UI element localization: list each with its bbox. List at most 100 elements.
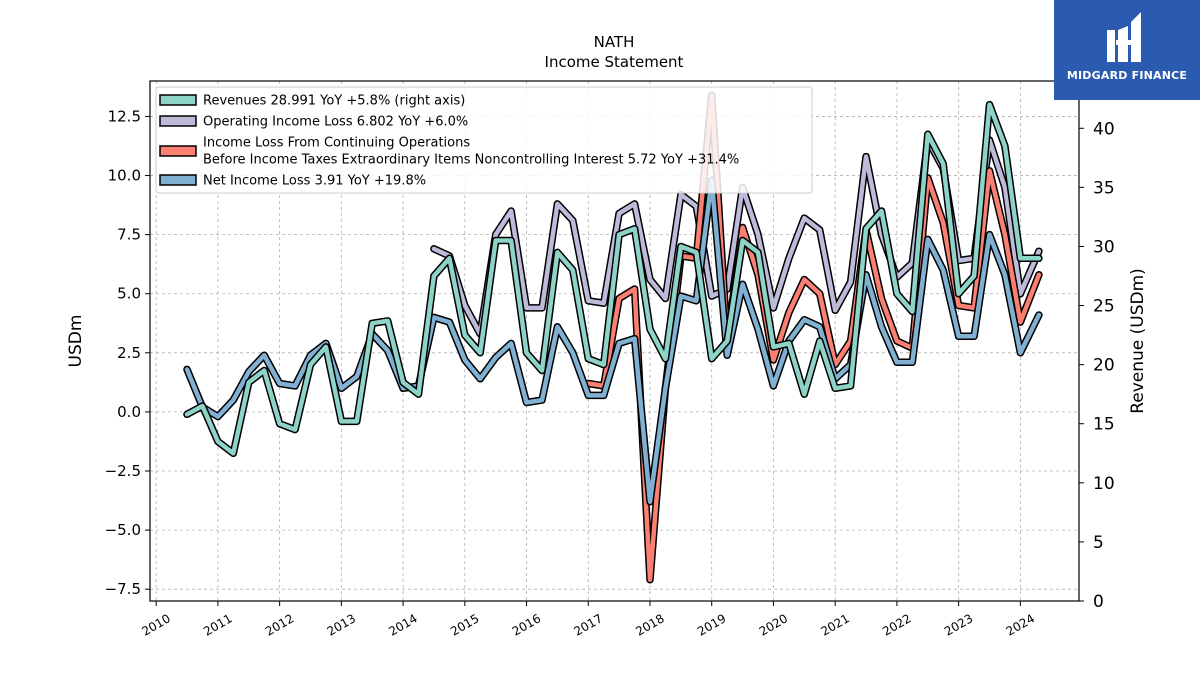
data-point: [618, 233, 620, 236]
legend-label: Revenues 28.991 YoY +5.8% (right axis): [203, 94, 465, 109]
data-point: [911, 262, 914, 264]
data-point: [572, 352, 574, 354]
data-point: [803, 393, 806, 396]
data-point: [587, 300, 590, 302]
data-point: [371, 322, 374, 325]
data-point: [957, 335, 960, 338]
data-point: [433, 275, 435, 277]
data-point: [1019, 352, 1022, 354]
left-tick-label: 0.0: [117, 403, 141, 421]
data-point: [849, 385, 852, 387]
data-point: [911, 310, 914, 313]
data-point: [680, 193, 682, 196]
left-tick-label: 7.5: [117, 226, 141, 244]
right-tick-label: 10: [1093, 474, 1115, 494]
data-point: [788, 342, 790, 345]
x-tick-label: 2024: [1004, 611, 1037, 638]
data-point: [695, 300, 698, 302]
data-point: [834, 309, 836, 312]
x-tick-label: 2023: [942, 611, 975, 638]
legend-label: Before Income Taxes Extraordinary Items …: [203, 153, 739, 168]
data-point: [988, 233, 991, 236]
data-point: [772, 307, 775, 309]
legend-swatch: [159, 94, 197, 106]
data-point: [818, 326, 821, 328]
data-point: [973, 275, 975, 277]
data-point: [633, 203, 636, 205]
data-point: [741, 283, 744, 286]
data-point: [448, 257, 451, 260]
data-point: [232, 399, 235, 401]
data-point: [710, 295, 713, 297]
data-point: [325, 346, 327, 348]
data-point: [695, 205, 698, 208]
legend-swatch: [159, 115, 197, 127]
data-point: [633, 227, 636, 230]
data-point: [911, 361, 914, 364]
data-point: [309, 363, 312, 366]
data-point: [1004, 145, 1006, 147]
data-point: [340, 387, 343, 390]
data-point: [232, 452, 235, 455]
data-point: [340, 420, 343, 423]
data-point: [757, 328, 759, 331]
midgard-finance-logo: MIDGARD FINANCE: [1054, 0, 1200, 100]
data-point: [649, 500, 651, 503]
data-point: [556, 326, 559, 328]
x-axis-ticks: 2010 2011 2012 2013 2014 2015 2016 2017 2018 2019…: [139, 601, 1037, 639]
data-point: [834, 387, 836, 390]
chart-subtitle: Income Statement: [545, 53, 684, 71]
data-point: [433, 248, 435, 250]
series-line: [184, 102, 1042, 456]
data-point: [618, 212, 620, 215]
legend-label: Income Loss From Continuing Operations: [203, 136, 470, 151]
data-point: [186, 413, 188, 416]
data-point: [402, 387, 404, 390]
data-point: [988, 170, 991, 172]
data-point: [1038, 314, 1040, 316]
data-point: [957, 304, 960, 307]
data-point: [772, 359, 775, 361]
left-tick-label: 2.5: [117, 344, 141, 362]
data-point: [865, 274, 867, 276]
data-point: [880, 210, 883, 212]
data-point: [1038, 250, 1040, 252]
x-tick-label: 2018: [633, 611, 666, 638]
data-point: [942, 222, 944, 224]
data-point: [664, 357, 667, 360]
data-point: [386, 349, 389, 352]
data-point: [618, 342, 620, 345]
right-tick-label: 20: [1093, 356, 1115, 376]
data-point: [309, 354, 312, 357]
data-point: [186, 368, 188, 371]
data-point: [1038, 274, 1040, 276]
x-tick-label: 2015: [448, 611, 481, 638]
data-point: [865, 155, 867, 158]
data-point: [510, 239, 512, 242]
chart-title: NATH: [594, 33, 635, 51]
legend: Revenues 28.991 YoY +5.8% (right axis) Op…: [155, 86, 813, 194]
data-point: [294, 385, 296, 387]
data-point: [1004, 274, 1006, 276]
data-point: [294, 428, 296, 431]
data-point: [587, 394, 590, 397]
data-point: [988, 103, 991, 106]
right-tick-label: 0: [1093, 592, 1104, 612]
data-point: [757, 251, 759, 254]
data-point: [772, 346, 775, 348]
data-point: [417, 393, 420, 396]
data-point: [1019, 321, 1022, 323]
right-tick-label: 25: [1093, 297, 1115, 317]
data-point: [818, 340, 821, 342]
data-point: [572, 269, 574, 271]
data-point: [741, 226, 744, 229]
data-point: [201, 405, 204, 407]
legend-box: [155, 86, 813, 194]
data-point: [278, 422, 281, 425]
data-point: [448, 321, 451, 323]
right-tick-label: 5: [1093, 533, 1104, 553]
data-point: [248, 370, 250, 373]
right-axis-ticks: 0 5 10 15 20 25 30 35 40: [1079, 119, 1115, 612]
y-axis-label-left: USDm: [66, 315, 86, 368]
